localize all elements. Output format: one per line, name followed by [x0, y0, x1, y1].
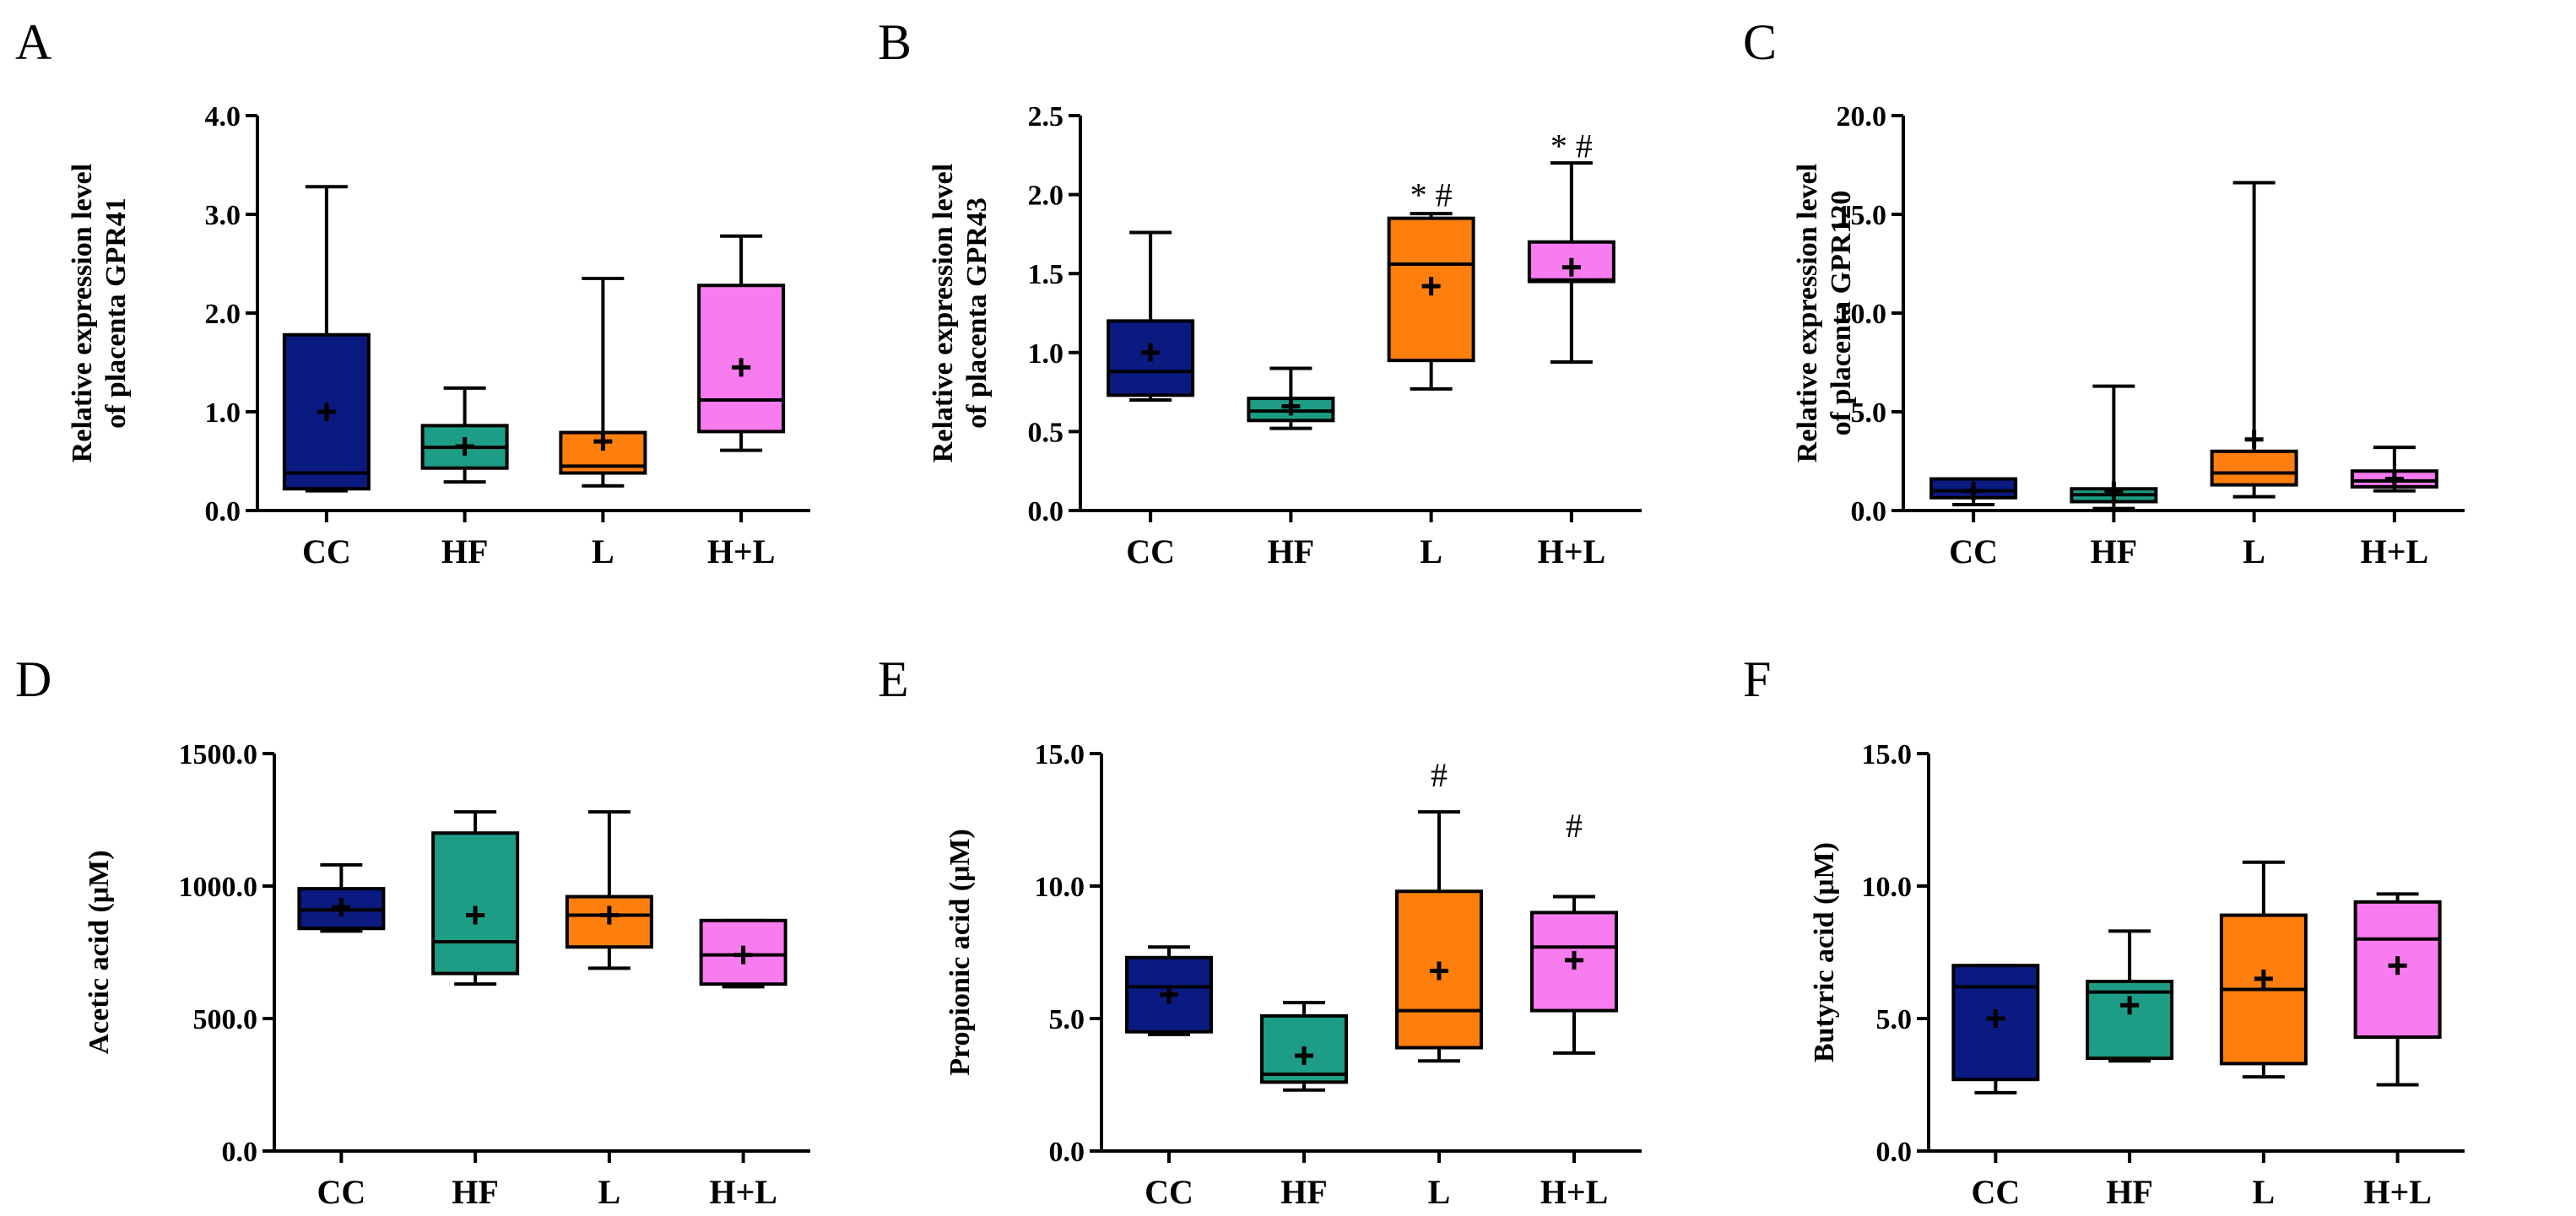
panel-e-ytick-label: 0.0: [1049, 1137, 1085, 1168]
panel-d-xtick-label: HF: [452, 1173, 499, 1211]
panel-b-xtick-label: H+L: [1538, 532, 1606, 570]
panel-c-xtick-label: HF: [2091, 532, 2138, 570]
panel-a-letter: A: [15, 14, 51, 70]
panel-b-hl-significance: * #: [1550, 127, 1593, 165]
panel-d-ylabel: Acetic acid (μM): [84, 850, 115, 1054]
panel-c-ytick-label: 20.0: [1837, 101, 1887, 132]
panel-c-ylabel-line1: Relative expression level: [1792, 164, 1823, 462]
panel-e-ytick-label: 10.0: [1035, 872, 1085, 903]
panel-b-ytick-label: 0.5: [1028, 417, 1064, 448]
panel-a-ylabel-line1: Relative expression level: [67, 164, 98, 462]
panel-d-letter: D: [15, 651, 51, 707]
panel-b-ytick-label: 0.0: [1028, 496, 1064, 527]
panel-c-ytick-label: 0.0: [1851, 496, 1887, 527]
panel-f-hf-box: [2086, 980, 2174, 1061]
panel-b-xtick-label: HF: [1268, 532, 1315, 570]
panel-f-xtick-label: HF: [2106, 1173, 2153, 1211]
panel-a-ytick-label: 1.0: [205, 397, 241, 429]
panel-c-ytick-label: 15.0: [1837, 200, 1887, 231]
panel-d-xtick-label: CC: [317, 1173, 365, 1211]
panel-e-xtick-label: L: [1428, 1173, 1451, 1211]
panel-b-ytick-label: 1.0: [1028, 338, 1064, 370]
panel-e-hl-significance: #: [1566, 807, 1583, 845]
panel-b-ylabel-line2: of placenta GPR43: [961, 197, 993, 429]
panel-c-ytick-label: 5.0: [1851, 397, 1887, 429]
panel-b-l-significance: * #: [1410, 176, 1453, 214]
panel-e-xtick-label: HF: [1280, 1173, 1328, 1211]
panel-c-ylabel-line2: of placenta GPR120: [1826, 191, 1857, 436]
panel-e-l-significance: #: [1431, 756, 1448, 794]
panel-a-ylabel-line2: of placenta GPR41: [100, 197, 132, 429]
panel-f-ytick-label: 5.0: [1876, 1004, 1913, 1035]
panel-d-hf-box: [431, 831, 520, 976]
panel-f-letter: F: [1743, 651, 1771, 707]
panel-b-ytick-label: 2.5: [1028, 101, 1064, 132]
panel-f-ytick-label: 0.0: [1876, 1137, 1913, 1168]
panel-e-hl-box: [1530, 911, 1618, 1013]
panel-d-xtick-label: H+L: [709, 1173, 777, 1211]
panel-b-ytick-label: 1.5: [1028, 259, 1064, 290]
panel-d-ytick-label: 0.0: [222, 1137, 258, 1168]
panel-f-ylabel: Butyric acid (μM): [1809, 842, 1840, 1062]
panel-a-xtick-label: CC: [302, 532, 351, 570]
panel-c-l-box: [2210, 449, 2298, 487]
panel-e-ytick-label: 5.0: [1049, 1004, 1085, 1035]
panel-e-xtick-label: H+L: [1540, 1173, 1609, 1211]
panel-e-letter: E: [878, 651, 909, 707]
panel-a-xtick-label: H+L: [707, 532, 776, 570]
panel-f-ytick-label: 10.0: [1862, 872, 1913, 903]
panel-a-ytick-label: 3.0: [205, 200, 241, 231]
panel-a-ytick-label: 2.0: [205, 299, 241, 330]
panel-f-xtick-label: L: [2253, 1173, 2276, 1211]
panel-e-xtick-label: CC: [1145, 1173, 1193, 1211]
panel-a-xtick-label: L: [592, 532, 614, 570]
panel-e-ytick-label: 15.0: [1035, 739, 1085, 770]
panel-d-ytick-label: 1500.0: [179, 739, 258, 770]
panel-b-ylabel-line1: Relative expression level: [928, 164, 959, 462]
panel-a-ytick-label: 4.0: [205, 101, 241, 132]
panel-c-xtick-label: CC: [1949, 532, 1998, 570]
panel-b-letter: B: [878, 14, 912, 70]
panel-d-ytick-label: 1000.0: [179, 872, 258, 903]
panel-c-xtick-label: H+L: [2361, 532, 2429, 570]
panel-b-ytick-label: 2.0: [1028, 181, 1064, 212]
panel-d-ytick-label: 500.0: [193, 1004, 258, 1035]
panel-d-xtick-label: L: [598, 1173, 621, 1211]
panel-f-xtick-label: CC: [1971, 1173, 2020, 1211]
panel-a-ytick-label: 0.0: [205, 496, 241, 527]
panel-c-ytick-label: 10.0: [1837, 299, 1887, 330]
panel-b-xtick-label: L: [1420, 532, 1442, 570]
panel-b-xtick-label: CC: [1126, 532, 1175, 570]
panel-f-xtick-label: H+L: [2363, 1173, 2432, 1211]
panel-f-ytick-label: 15.0: [1862, 739, 1913, 770]
panel-c-xtick-label: L: [2243, 532, 2265, 570]
panel-c-letter: C: [1743, 14, 1777, 70]
panel-e-ylabel: Propionic acid (μM): [944, 829, 976, 1076]
panel-a-xtick-label: HF: [441, 532, 489, 570]
